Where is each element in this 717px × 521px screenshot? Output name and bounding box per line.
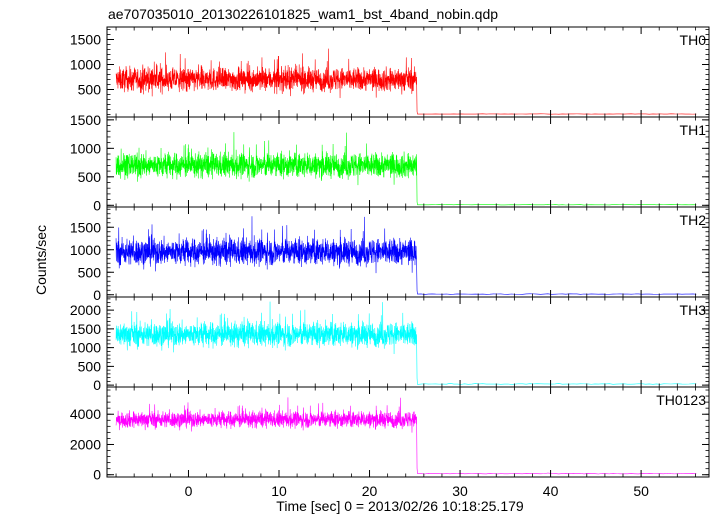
y-tick-label: 1500 — [70, 112, 101, 128]
y-tick-label: 0 — [93, 467, 101, 483]
series-line-th2 — [115, 216, 697, 295]
y-tick-label: 2000 — [70, 436, 101, 452]
panel-label: TH1 — [680, 122, 707, 138]
x-tick-label: 0 — [185, 483, 193, 499]
y-tick-label: 1000 — [70, 57, 101, 73]
panel-th3: 0 500 1000 1500 2000 TH3 — [70, 296, 710, 393]
series-line-th0 — [115, 48, 697, 115]
x-tick-label: 50 — [633, 483, 649, 499]
panel-label: TH0 — [680, 32, 707, 48]
y-tick-label: 1000 — [70, 242, 101, 258]
panel-frame — [106, 26, 710, 118]
y-tick-label: 1500 — [70, 32, 101, 48]
y-tick-label: 1500 — [70, 219, 101, 235]
x-tick-label: 30 — [452, 483, 468, 499]
y-tick-label: 1500 — [70, 321, 101, 337]
x-tick-label: 40 — [543, 483, 559, 499]
series-line-th3 — [115, 301, 697, 385]
x-axis-label: Time [sec] 0 = 2013/02/26 10:18:25.179 — [276, 498, 524, 514]
y-tick-label: 500 — [78, 264, 102, 280]
chart-title: ae707035010_20130226101825_wam1_bst_4ban… — [108, 6, 498, 22]
panel-label: TH2 — [680, 212, 707, 228]
series-line-th1 — [115, 132, 697, 206]
y-tick-label: 1000 — [70, 140, 101, 156]
panel-th2: 0 500 1000 1500 TH2 — [70, 206, 710, 303]
panel-label: TH3 — [680, 302, 707, 318]
y-tick-label: 500 — [78, 169, 102, 185]
panel-label: TH0123 — [656, 392, 706, 408]
y-tick-label: 500 — [78, 358, 102, 374]
panel-th0123: 0 2000 4000 TH0123 — [70, 386, 710, 483]
panel-th1: 0 500 1000 1500 TH1 — [70, 112, 710, 213]
panel-th0: 500 1000 1500 TH0 — [70, 26, 710, 118]
x-tick-label: 20 — [362, 483, 378, 499]
y-tick-label: 1000 — [70, 340, 101, 356]
panel-frame — [106, 386, 710, 478]
y-tick-label: 2000 — [70, 302, 101, 318]
y-tick-label: 0 — [93, 377, 101, 393]
y-tick-label: 0 — [93, 197, 101, 213]
y-axis-label: Counts/sec — [33, 225, 49, 295]
y-tick-label: 4000 — [70, 406, 101, 422]
y-tick-label: 500 — [78, 82, 102, 98]
x-tick-label: 10 — [271, 483, 287, 499]
series-line-th0123 — [115, 397, 697, 475]
y-tick-label: 0 — [93, 287, 101, 303]
